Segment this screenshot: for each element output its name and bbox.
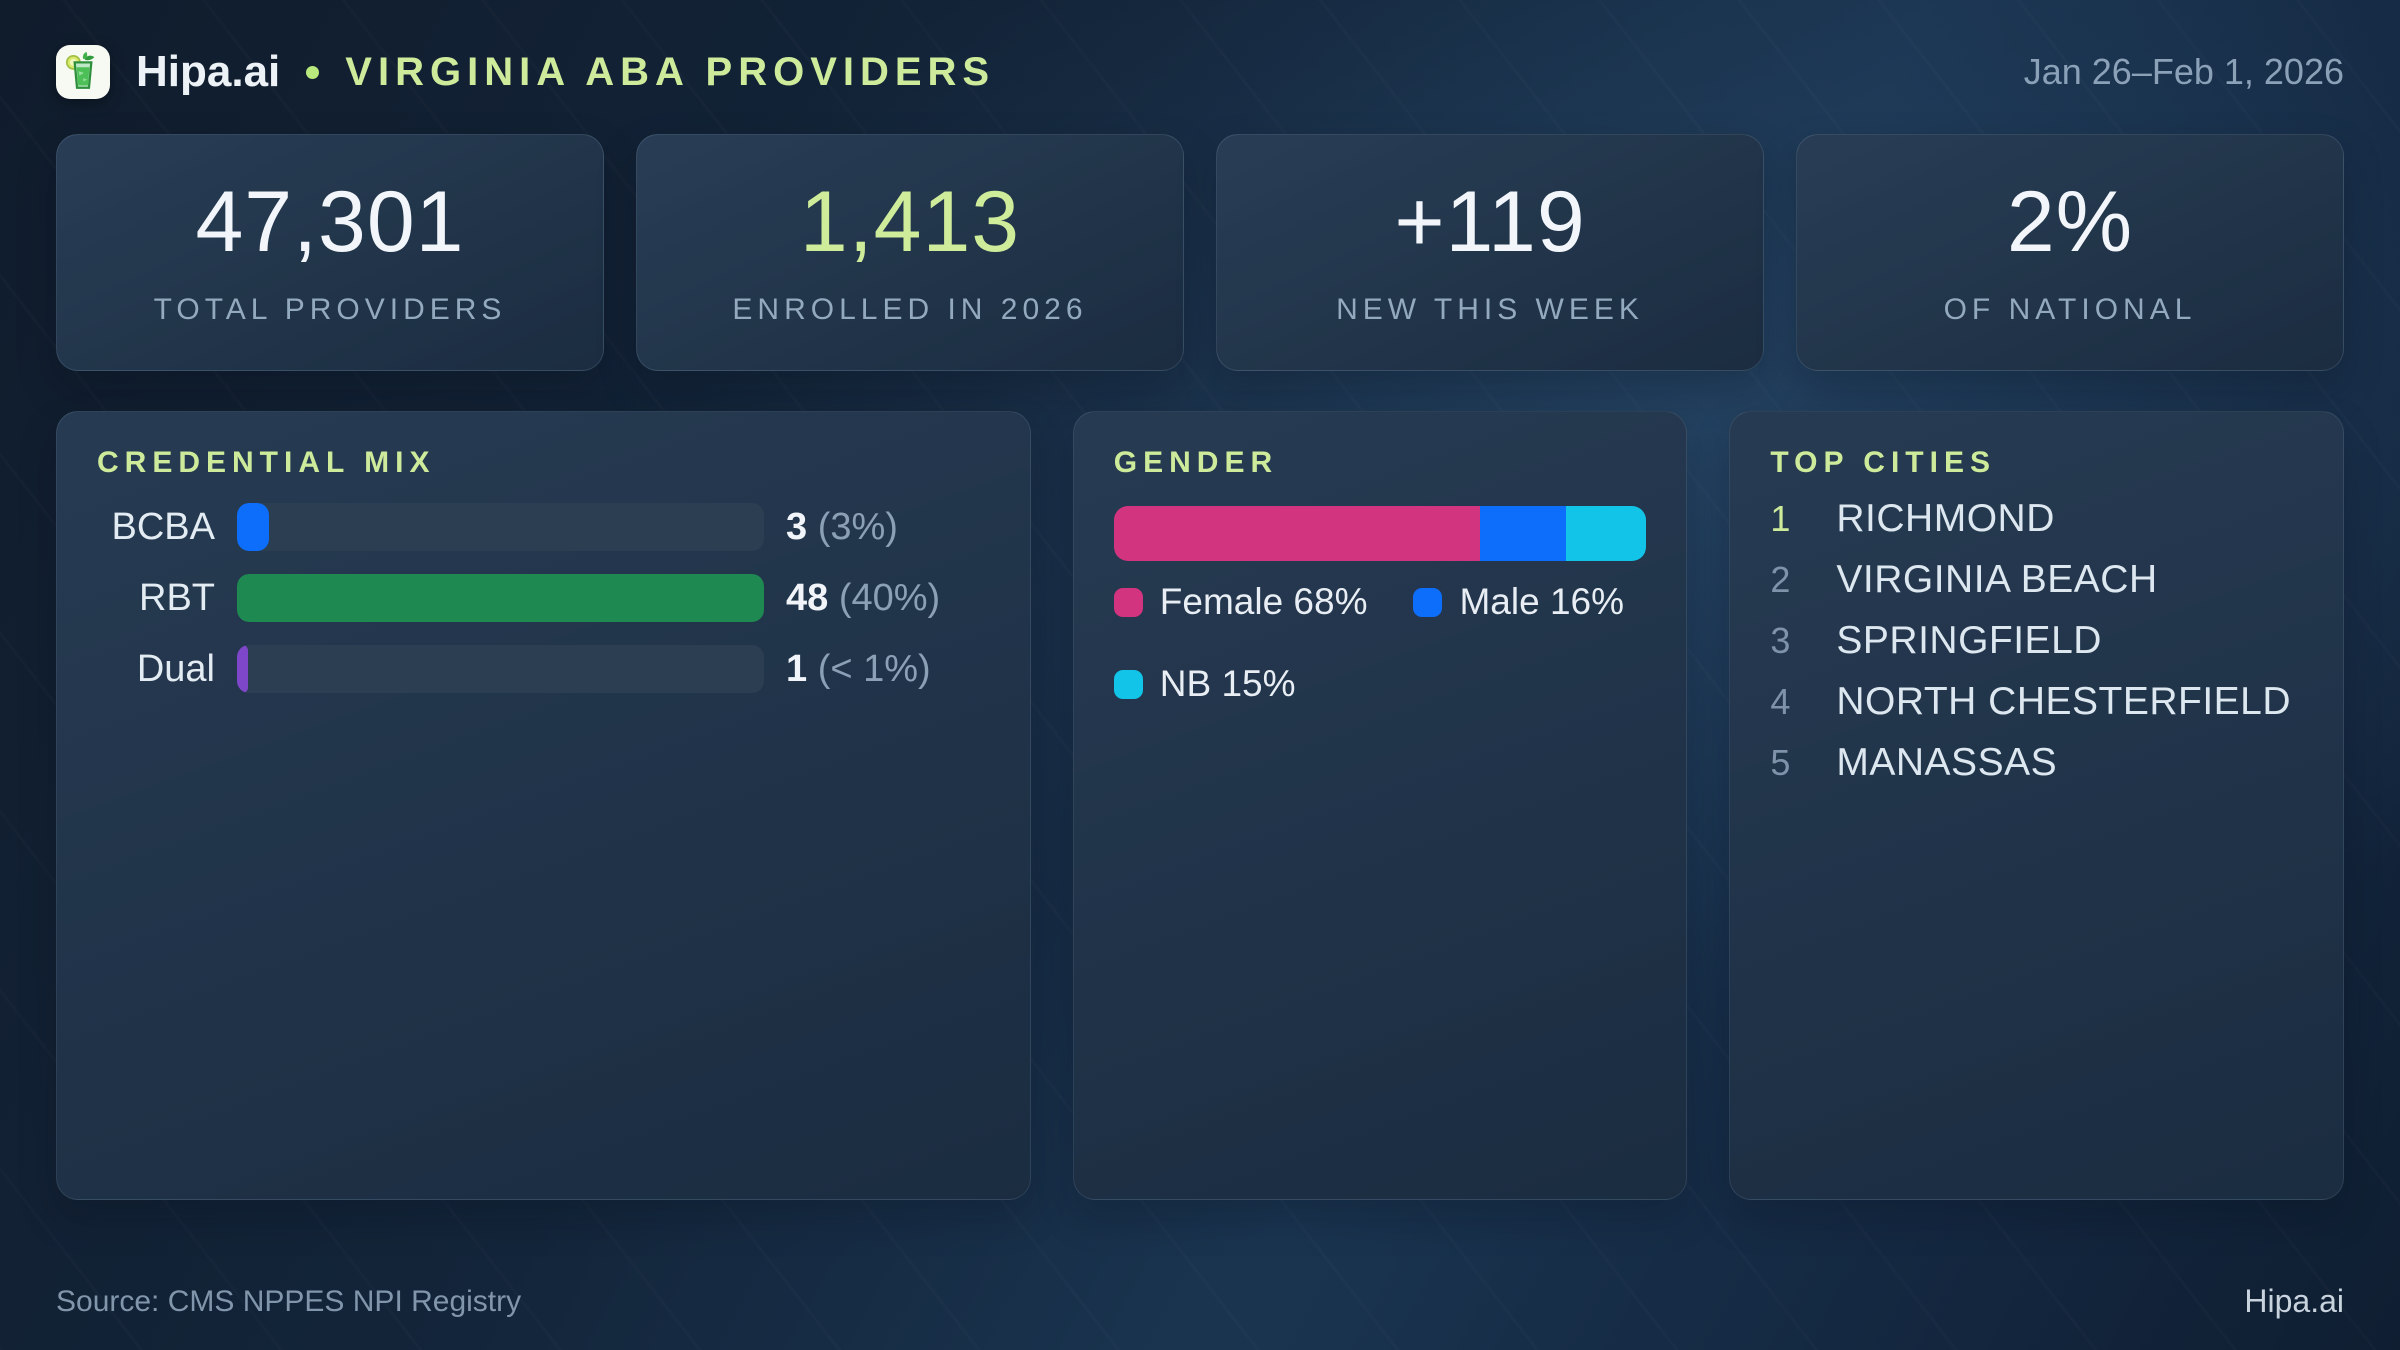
gender-segment-nb (1565, 506, 1647, 561)
bar-value-percent: (< 1%) (817, 647, 931, 690)
legend-label: Male 16% (1459, 581, 1625, 622)
legend-item-female: Female 68% (1113, 581, 1368, 623)
gender-legend: Female 68% Male 16% NB 15% (1113, 581, 1647, 705)
legend-item-male: Male 16% (1413, 581, 1624, 623)
legend-label: Female 68% (1159, 581, 1368, 622)
city-rank: 3 (1770, 620, 1791, 661)
city-name: NORTH CHESTERFIELD (1836, 680, 2292, 723)
bar-track (237, 503, 764, 551)
header: Hipa.ai VIRGINIA ABA PROVIDERS Jan 26–Fe… (56, 44, 2344, 100)
list-item: 5 MANASSAS (1770, 741, 2303, 785)
city-name: SPRINGFIELD (1836, 619, 2102, 662)
list-item: 1 RICHMOND (1770, 497, 2303, 541)
panel-heading: TOP CITIES (1770, 446, 1996, 479)
bar-value-number: 48 (786, 576, 829, 619)
bar-row-bcba: BCBA 3 (3%) (97, 503, 990, 551)
stat-label: TOTAL PROVIDERS (153, 292, 507, 326)
gender-segment-male (1479, 506, 1566, 561)
stat-value: 47,301 (195, 173, 465, 270)
city-rank: 2 (1770, 559, 1791, 600)
app-logo (56, 45, 110, 99)
legend-swatch-icon (1413, 587, 1443, 617)
page-title: VIRGINIA ABA PROVIDERS (345, 49, 996, 94)
city-rank: 4 (1770, 681, 1791, 722)
bar-value-number: 3 (786, 505, 808, 548)
city-name: VIRGINIA BEACH (1836, 558, 2158, 601)
stat-card-of-national: 2% OF NATIONAL (1796, 134, 2344, 371)
bar-value: 1 (< 1%) (786, 648, 931, 691)
stat-label: OF NATIONAL (1943, 292, 2197, 326)
stat-value: +119 (1394, 173, 1586, 270)
city-name: MANASSAS (1836, 741, 2058, 784)
bar-value-percent: (40%) (838, 576, 941, 619)
legend-swatch-icon (1113, 587, 1143, 617)
top-cities-list: 1 RICHMOND 2 VIRGINIA BEACH 3 SPRINGFIEL… (1770, 497, 2303, 785)
bar-label: Dual (136, 647, 215, 690)
stat-label: NEW THIS WEEK (1336, 292, 1644, 326)
stat-card-total-providers: 47,301 TOTAL PROVIDERS (56, 134, 604, 371)
bar-row-dual: Dual 1 (< 1%) (97, 645, 990, 693)
bar-fill (237, 645, 248, 693)
bar-fill (237, 574, 764, 622)
footer: Source: CMS NPPES NPI Registry Hipa.ai (56, 1283, 2344, 1320)
top-cities-panel: TOP CITIES 1 RICHMOND 2 VIRGINIA BEACH 3… (1729, 411, 2344, 1200)
stat-value: 1,413 (799, 173, 1021, 270)
city-rank: 5 (1770, 742, 1791, 783)
list-item: 4 NORTH CHESTERFIELD (1770, 680, 2303, 724)
mojito-glass-icon (65, 51, 95, 89)
bar-value-percent: (3%) (817, 505, 898, 548)
stat-card-new-this-week: +119 NEW THIS WEEK (1216, 134, 1764, 371)
gender-panel: GENDER Female 68% Male 16% (1072, 411, 1688, 1200)
credential-bar-chart: BCBA 3 (3%) RBT (97, 503, 990, 693)
legend-item-nb: NB 15% (1113, 663, 1296, 705)
legend-label: NB 15% (1159, 663, 1296, 704)
bar-row-rbt: RBT 48 (40%) (97, 574, 990, 622)
list-item: 2 VIRGINIA BEACH (1770, 558, 2303, 602)
city-rank: 1 (1770, 498, 1791, 539)
bar-track (237, 645, 764, 693)
legend-swatch-icon (1113, 669, 1143, 699)
city-name: RICHMOND (1836, 497, 2055, 540)
panel-heading: CREDENTIAL MIX (97, 446, 436, 479)
bar-label: RBT (139, 576, 215, 619)
stat-cards: 47,301 TOTAL PROVIDERS 1,413 ENROLLED IN… (56, 134, 2344, 371)
bar-label: BCBA (111, 505, 215, 548)
stat-label: ENROLLED IN 2026 (732, 292, 1088, 326)
bar-track (237, 574, 764, 622)
stat-value: 2% (2006, 173, 2134, 270)
bar-value: 48 (40%) (786, 577, 940, 620)
list-item: 3 SPRINGFIELD (1770, 619, 2303, 663)
brand-name: Hipa.ai (136, 47, 281, 96)
bar-fill (237, 503, 269, 551)
gender-segment-female (1113, 506, 1480, 561)
footer-brand: Hipa.ai (2244, 1283, 2344, 1319)
gender-stacked-bar (1113, 506, 1647, 561)
data-source-note: Source: CMS NPPES NPI Registry (56, 1284, 522, 1318)
bar-value: 3 (3%) (786, 506, 898, 549)
panels: CREDENTIAL MIX BCBA 3 (3%) RBT (56, 411, 2344, 1200)
date-range: Jan 26–Feb 1, 2026 (2023, 51, 2344, 92)
separator-dot-icon (306, 65, 320, 79)
panel-heading: GENDER (1113, 446, 1279, 479)
stat-card-enrolled: 1,413 ENROLLED IN 2026 (636, 134, 1184, 371)
credential-mix-panel: CREDENTIAL MIX BCBA 3 (3%) RBT (56, 411, 1031, 1200)
bar-value-number: 1 (786, 647, 808, 690)
